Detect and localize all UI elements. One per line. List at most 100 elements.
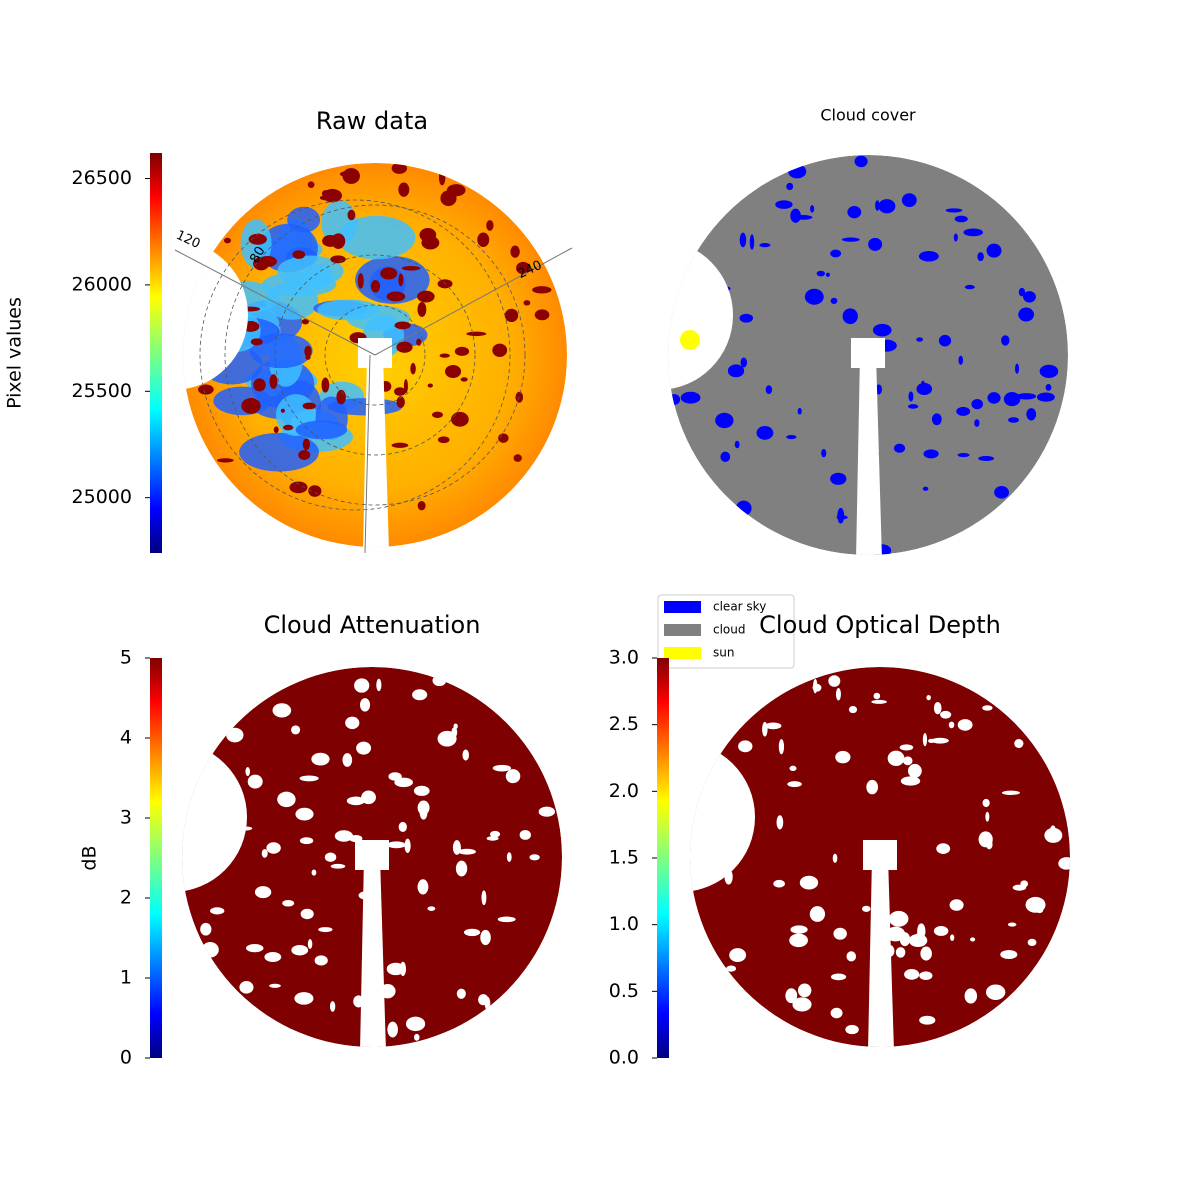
blob <box>261 848 268 858</box>
blob <box>971 398 983 410</box>
panel-title: Cloud Optical Depth <box>759 611 1001 639</box>
blob <box>466 331 487 337</box>
legend: clear sky cloud sun <box>657 594 795 669</box>
blob <box>842 308 858 325</box>
blob <box>505 769 521 784</box>
blob <box>516 261 531 275</box>
blob <box>412 689 428 701</box>
blob <box>523 300 531 306</box>
blob <box>720 451 731 463</box>
tick-label: 2.5 <box>609 713 639 735</box>
blob <box>330 255 346 264</box>
blob <box>398 821 407 832</box>
blue-region <box>317 299 380 321</box>
blob <box>945 208 963 213</box>
blob <box>900 776 921 786</box>
blob <box>963 228 984 237</box>
blob <box>273 426 279 434</box>
blob <box>427 906 436 911</box>
blob <box>254 886 272 899</box>
blob <box>835 750 851 764</box>
blob <box>223 237 232 244</box>
azimuth-line <box>174 249 376 356</box>
mask-pole <box>360 857 386 1047</box>
blob <box>311 869 317 876</box>
blob <box>376 678 382 692</box>
tick-label: 1.5 <box>609 847 639 869</box>
blob <box>413 785 430 796</box>
tick-label: 25000 <box>72 486 132 508</box>
blob <box>936 843 951 854</box>
blob <box>510 245 520 258</box>
mask-notch <box>183 240 248 390</box>
blob <box>799 875 819 890</box>
blob <box>797 983 812 998</box>
blob <box>994 485 1009 499</box>
blob <box>347 209 356 221</box>
blob <box>458 848 476 855</box>
mask-pole <box>868 857 894 1047</box>
blob <box>1039 364 1059 378</box>
sun-marker <box>680 330 700 350</box>
blob <box>978 455 995 462</box>
blob <box>1036 392 1055 402</box>
blob <box>298 450 311 460</box>
blob <box>837 507 845 524</box>
blob <box>301 318 310 325</box>
blob <box>456 988 466 999</box>
blob <box>431 411 443 418</box>
blob <box>1049 825 1057 841</box>
panel-title: Cloud Attenuation <box>264 611 481 639</box>
tick-label: 1 <box>120 967 132 989</box>
blob <box>492 343 508 357</box>
blob <box>922 732 928 747</box>
blob <box>933 702 942 715</box>
blob <box>871 699 887 704</box>
blob <box>1015 363 1020 374</box>
blob <box>920 946 932 961</box>
tick-label: 2.0 <box>609 780 639 802</box>
blob <box>899 744 914 751</box>
blob <box>970 937 976 942</box>
blob <box>291 725 301 735</box>
blob <box>809 906 826 922</box>
blob <box>440 190 457 207</box>
blob <box>949 899 964 911</box>
blob <box>789 765 797 772</box>
blob <box>1036 906 1044 914</box>
colorbar-label: dB <box>79 845 101 870</box>
blob <box>437 730 457 747</box>
blob <box>497 916 516 923</box>
blob <box>888 910 909 927</box>
blob <box>253 256 270 271</box>
tick-label: 25500 <box>72 380 132 402</box>
blob <box>940 710 952 719</box>
blue-region <box>277 255 344 287</box>
blob <box>812 683 822 692</box>
blob <box>239 981 254 994</box>
colorbar <box>150 658 162 1058</box>
azimuth-line <box>374 247 573 356</box>
blob <box>739 313 754 323</box>
blob <box>950 934 955 941</box>
sky-image <box>182 667 562 1047</box>
blob <box>854 155 868 168</box>
blob <box>786 182 794 191</box>
blob <box>878 199 896 214</box>
blob <box>948 721 955 729</box>
blob <box>810 205 815 213</box>
blob <box>957 719 973 731</box>
blob <box>272 703 292 718</box>
blue-region <box>337 215 416 260</box>
blob <box>775 200 793 209</box>
blob <box>250 338 263 346</box>
blob <box>734 440 740 449</box>
legend-label: clear sky <box>713 600 766 614</box>
blue-region <box>287 206 321 233</box>
blob <box>938 334 952 347</box>
blob <box>895 947 906 958</box>
blob <box>1014 739 1024 749</box>
blob <box>432 674 447 687</box>
